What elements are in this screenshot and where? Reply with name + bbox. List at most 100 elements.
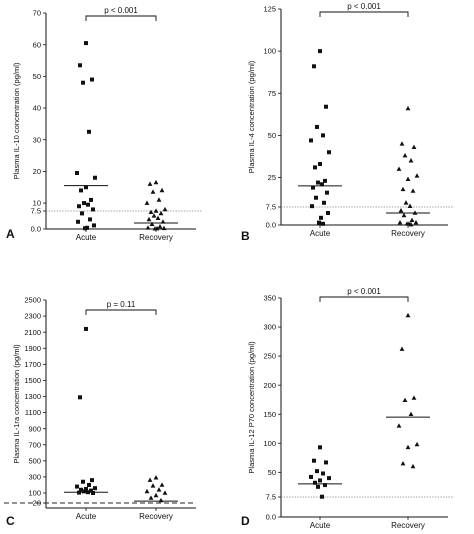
y-tick-label: 250 <box>263 352 276 361</box>
x-tick-label: Recovery <box>391 229 425 238</box>
data-point-recovery <box>410 188 416 193</box>
data-point-acute <box>309 474 313 479</box>
data-point-recovery <box>401 212 407 218</box>
significance-bracket <box>319 11 409 17</box>
data-point-acute <box>315 469 319 474</box>
y-tick-label: 100 <box>263 439 276 448</box>
y-tick-label: 900 <box>28 424 41 433</box>
x-tick-label: Recovery <box>139 233 173 242</box>
data-point-recovery <box>149 221 155 226</box>
data-point-recovery <box>411 144 417 149</box>
data-point-recovery <box>156 197 162 202</box>
data-point-acute <box>75 484 79 489</box>
data-point-acute <box>312 458 316 463</box>
data-point-recovery <box>404 221 410 226</box>
y-tick-label: 1100 <box>25 408 41 417</box>
y-tick-label: 50 <box>33 72 41 81</box>
data-point-recovery <box>409 217 415 222</box>
data-point-acute <box>76 219 80 224</box>
data-point-recovery <box>151 213 157 218</box>
x-tick-label: Acute <box>310 229 331 238</box>
data-point-acute <box>323 483 327 488</box>
data-point-recovery <box>396 166 402 171</box>
data-point-recovery <box>156 487 162 492</box>
y-tick-label: 1900 <box>24 344 41 353</box>
data-point-acute <box>318 162 322 167</box>
y-tick-label: 2500 <box>24 296 41 305</box>
data-point-acute <box>314 195 318 200</box>
data-point-recovery <box>158 497 164 503</box>
data-point-acute <box>320 182 324 187</box>
data-point-recovery <box>148 209 154 214</box>
data-point-acute <box>318 478 322 483</box>
data-point-acute <box>92 223 96 228</box>
data-point-acute <box>79 487 83 492</box>
data-point-recovery <box>405 444 411 450</box>
x-tick-label: Acute <box>76 233 97 242</box>
data-point-acute <box>313 480 317 485</box>
data-point-acute <box>88 217 92 222</box>
data-point-recovery <box>411 395 417 400</box>
data-point-recovery <box>158 210 164 216</box>
data-point-acute <box>77 204 81 209</box>
data-point-acute <box>309 138 313 143</box>
y-tick-label: 1700 <box>24 360 41 369</box>
y-tick-label: 25 <box>268 173 276 182</box>
data-point-acute <box>315 124 319 129</box>
data-point-acute <box>324 104 328 109</box>
data-point-recovery <box>161 225 167 231</box>
data-point-recovery <box>159 187 165 193</box>
y-tick-label: 0.0 <box>266 513 276 522</box>
data-point-acute <box>318 445 322 450</box>
y-tick-label: 700 <box>28 440 41 449</box>
y-tick-label: 125 <box>263 5 276 14</box>
data-point-acute <box>310 204 314 209</box>
data-point-acute <box>316 180 320 185</box>
data-point-acute <box>326 211 330 215</box>
significance-bracket <box>85 309 157 315</box>
x-tick-label: Recovery <box>391 521 425 530</box>
data-point-acute <box>91 491 95 495</box>
y-tick-label: 2100 <box>24 328 41 337</box>
data-point-acute <box>86 202 90 207</box>
x-tick-label: Acute <box>310 521 331 530</box>
data-point-recovery <box>396 423 402 428</box>
y-tick-label: 1500 <box>24 376 41 385</box>
data-point-recovery <box>147 181 153 186</box>
data-point-acute <box>327 476 331 481</box>
data-point-acute <box>75 170 79 175</box>
y-tick-label: 500 <box>28 456 41 465</box>
data-point-recovery <box>146 216 152 222</box>
data-point-acute <box>316 484 320 489</box>
data-point-recovery <box>403 200 409 205</box>
data-point-acute <box>90 478 94 483</box>
data-point-acute <box>317 220 321 225</box>
data-point-recovery <box>152 226 158 231</box>
data-point-recovery <box>148 495 154 500</box>
y-tick-label: 7.5 <box>266 493 276 502</box>
significance-bracket <box>319 296 409 302</box>
data-point-recovery <box>405 312 411 318</box>
data-point-acute <box>78 395 82 400</box>
data-point-acute <box>91 207 95 212</box>
data-point-recovery <box>402 153 408 158</box>
data-point-recovery <box>397 220 403 225</box>
data-point-acute <box>82 201 86 206</box>
data-point-acute <box>83 226 87 231</box>
p-value-label: p < 0.001 <box>347 287 381 296</box>
y-tick-label: 100 <box>28 489 41 498</box>
y-axis-label: Plasma IL-12 P70 concentration (pg/ml) <box>247 341 256 474</box>
data-point-acute <box>318 49 322 54</box>
data-point-recovery <box>144 200 150 205</box>
y-tick-label: 0.0 <box>31 225 41 234</box>
data-point-acute <box>80 211 84 216</box>
data-point-acute <box>321 133 325 138</box>
y-tick-label: 0.0 <box>266 221 276 230</box>
panel-letter: A <box>6 227 15 241</box>
data-point-acute <box>82 489 86 494</box>
data-point-recovery <box>150 483 156 488</box>
data-point-recovery <box>399 346 405 351</box>
data-point-recovery <box>153 492 159 498</box>
data-point-recovery <box>155 215 161 220</box>
y-axis-label: Plasma IL-4 concentration (pg/ml) <box>247 60 256 173</box>
